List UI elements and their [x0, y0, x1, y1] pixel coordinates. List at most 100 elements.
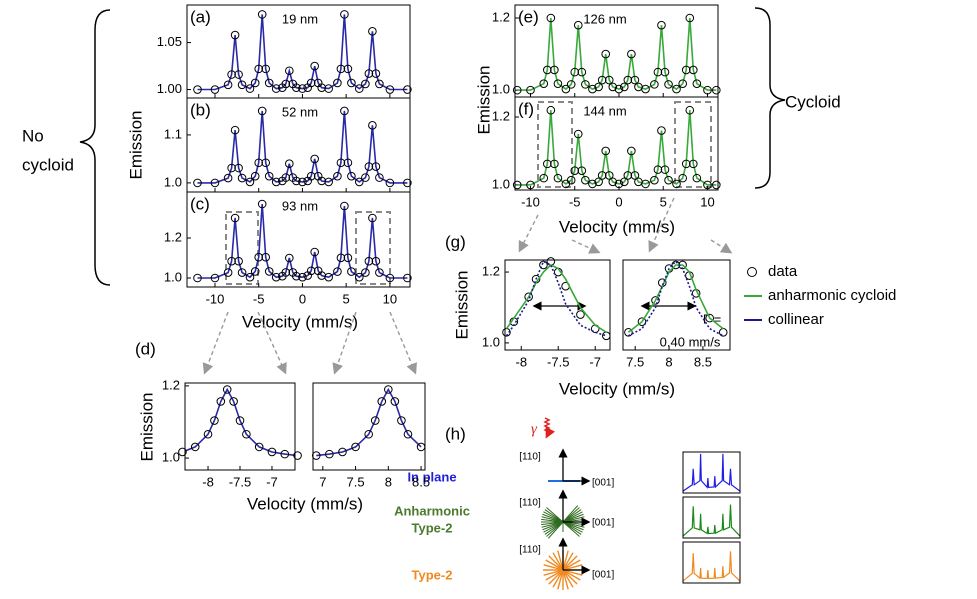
- series-line: [316, 387, 422, 457]
- spin: [562, 550, 569, 571]
- legend-label: collinear: [768, 311, 824, 328]
- y-axis-label: Emission: [137, 393, 156, 462]
- data-point: [588, 179, 597, 189]
- data-point: [703, 85, 712, 95]
- data-point: [271, 272, 281, 282]
- panel-label: (a): [190, 7, 211, 26]
- data-point: [553, 173, 563, 183]
- data-point: [588, 84, 597, 94]
- data-point: [333, 267, 342, 276]
- data-point: [364, 162, 374, 171]
- data-point: [546, 105, 556, 115]
- data-point: [377, 397, 387, 406]
- data-point: [343, 158, 353, 168]
- data-point: [298, 177, 307, 187]
- spin: [562, 552, 574, 571]
- x-tick-label: 7.5: [347, 474, 365, 489]
- panel: [682, 496, 741, 539]
- data-point: [705, 313, 714, 323]
- data-point: [623, 75, 633, 85]
- data-point: [237, 80, 247, 90]
- data-point: [280, 449, 290, 459]
- series-line: [505, 264, 607, 333]
- panel-label: (c): [190, 194, 210, 213]
- panel: 1.0 1.2 -8 -7.5 -7 data anharmonic cycloid coll…: [482, 257, 896, 369]
- data-point: [264, 171, 274, 181]
- data-point: [627, 49, 636, 59]
- annotation: 52 nm: [282, 104, 318, 119]
- x-tick-label: 8.5: [412, 474, 430, 489]
- data-point: [539, 173, 549, 183]
- gamma-arrow: [543, 417, 556, 439]
- data-point: [298, 272, 307, 282]
- data-point: [375, 79, 384, 89]
- zoom-arrow: [389, 311, 417, 375]
- annotation: 126 nm: [583, 11, 626, 26]
- data-point: [324, 272, 333, 282]
- x-tick-label: -5: [569, 194, 581, 209]
- x-tick-label: -8: [202, 474, 214, 489]
- data-point: [361, 268, 370, 277]
- x-tick-label: 10: [383, 291, 397, 306]
- data-point: [368, 121, 377, 130]
- x-tick-label: -10: [206, 291, 225, 306]
- data-point: [317, 176, 326, 186]
- x-tick-label: -7: [266, 474, 278, 489]
- data-point: [216, 397, 226, 406]
- series-line: [628, 260, 724, 337]
- data-point: [338, 447, 347, 457]
- data-point: [678, 79, 687, 88]
- data-point: [403, 429, 413, 439]
- zoom-box: [225, 211, 259, 285]
- data-point: [310, 61, 319, 71]
- data-point: [340, 106, 349, 116]
- data-point: [608, 177, 618, 187]
- data-point: [210, 416, 219, 425]
- data-point: [664, 175, 673, 185]
- y-tick-label: 1.1: [164, 126, 182, 141]
- data-point: [361, 79, 370, 89]
- data-point: [333, 171, 342, 181]
- axis-name: [001]: [592, 478, 614, 489]
- spin: [562, 569, 581, 581]
- x-tick-label: -10: [521, 194, 540, 209]
- data-point: [384, 385, 393, 394]
- data-point: [245, 177, 255, 187]
- data-point: [653, 67, 663, 77]
- data-point: [581, 175, 590, 185]
- data-point: [234, 163, 243, 173]
- data-point: [630, 171, 640, 180]
- data-point: [261, 64, 271, 74]
- data-point: [245, 272, 255, 282]
- data-point: [657, 20, 666, 30]
- frame: [682, 496, 741, 539]
- y-tick-label: 1.2: [482, 263, 500, 278]
- data-point: [623, 171, 633, 180]
- data-point: [210, 273, 220, 283]
- data-point: [390, 397, 400, 406]
- x-tick-label: 8: [665, 354, 672, 369]
- data-point: [526, 85, 535, 95]
- data-point: [210, 85, 220, 94]
- data-point: [364, 429, 373, 439]
- data-point: [310, 247, 319, 257]
- data-point: [336, 158, 346, 168]
- brace: [79, 9, 111, 286]
- data-point: [712, 85, 721, 95]
- panel: 1.0 1.1 (b) 52 nm: [164, 97, 412, 193]
- data-point: [681, 159, 691, 169]
- frame: [504, 259, 611, 351]
- annotation: 0.40 mm/s: [660, 334, 721, 349]
- series-line: [683, 551, 740, 582]
- data-point: [657, 126, 666, 135]
- series-line: [627, 264, 724, 333]
- series-line: [197, 14, 408, 91]
- data-point: [306, 171, 316, 181]
- annotation: 144 nm: [583, 103, 626, 118]
- y-tick-label: 1.05: [157, 34, 182, 49]
- data-point: [292, 271, 301, 281]
- data-point: [254, 64, 264, 74]
- data-point: [178, 447, 187, 457]
- data-point: [653, 165, 663, 174]
- data-point: [254, 252, 264, 262]
